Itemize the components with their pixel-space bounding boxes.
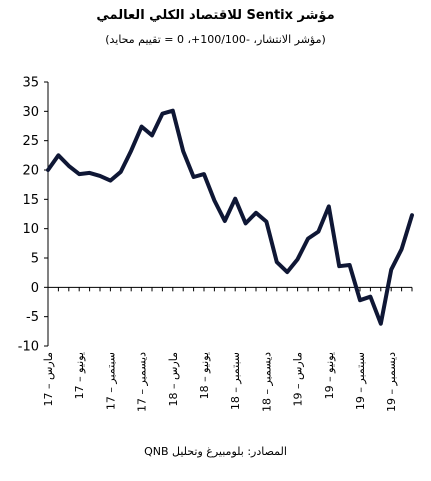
y-tick-label: -5 xyxy=(26,310,39,325)
y-tick-label: 5 xyxy=(31,252,39,267)
x-tick-label: سبتمبر – 19 xyxy=(354,352,367,410)
y-tick-label: -10 xyxy=(18,340,39,355)
chart-subtitle: (مؤشر الانتشار، -100/100+، 0 = تقييم محا… xyxy=(105,33,326,46)
x-tick-label: سبتمبر – 18 xyxy=(229,352,242,410)
x-tick-label: ديسمبر – 19 xyxy=(385,352,398,412)
y-axis-ticks: 35 30 25 20 15 10 5 0 -5 -10 xyxy=(18,76,48,355)
x-tick-label: مارس – 17 xyxy=(42,352,55,407)
y-tick-label: 15 xyxy=(22,193,39,208)
x-tick-label: سبتمبر – 17 xyxy=(104,352,117,410)
chart-source: المصادر: بلومبيرغ وتحليل QNB xyxy=(144,445,287,458)
series-line xyxy=(46,108,414,326)
y-tick-label: 35 xyxy=(22,76,39,91)
x-tick-label: يونيو – 17 xyxy=(73,352,86,399)
x-tick-label: مارس – 18 xyxy=(167,352,180,407)
x-tick-label: يونيو – 19 xyxy=(323,352,336,399)
y-tick-label: 10 xyxy=(22,222,39,237)
x-tick-label: ديسمبر – 18 xyxy=(260,352,273,412)
x-tick-label: ديسمبر – 17 xyxy=(136,352,149,412)
y-tick-label: 0 xyxy=(31,281,39,296)
x-tick-label: مارس – 19 xyxy=(292,352,305,407)
x-tick-label: يونيو – 18 xyxy=(198,352,211,399)
y-tick-label: 20 xyxy=(22,164,39,179)
x-axis-ticks: مارس – 17 يونيو – 17 سبتمبر – 17 ديسمبر – 1… xyxy=(42,287,413,412)
y-tick-label: 30 xyxy=(22,105,39,120)
y-tick-label: 25 xyxy=(22,134,39,149)
chart-title: مؤشر Sentix للاقتصاد الكلي العالمي xyxy=(96,8,335,23)
